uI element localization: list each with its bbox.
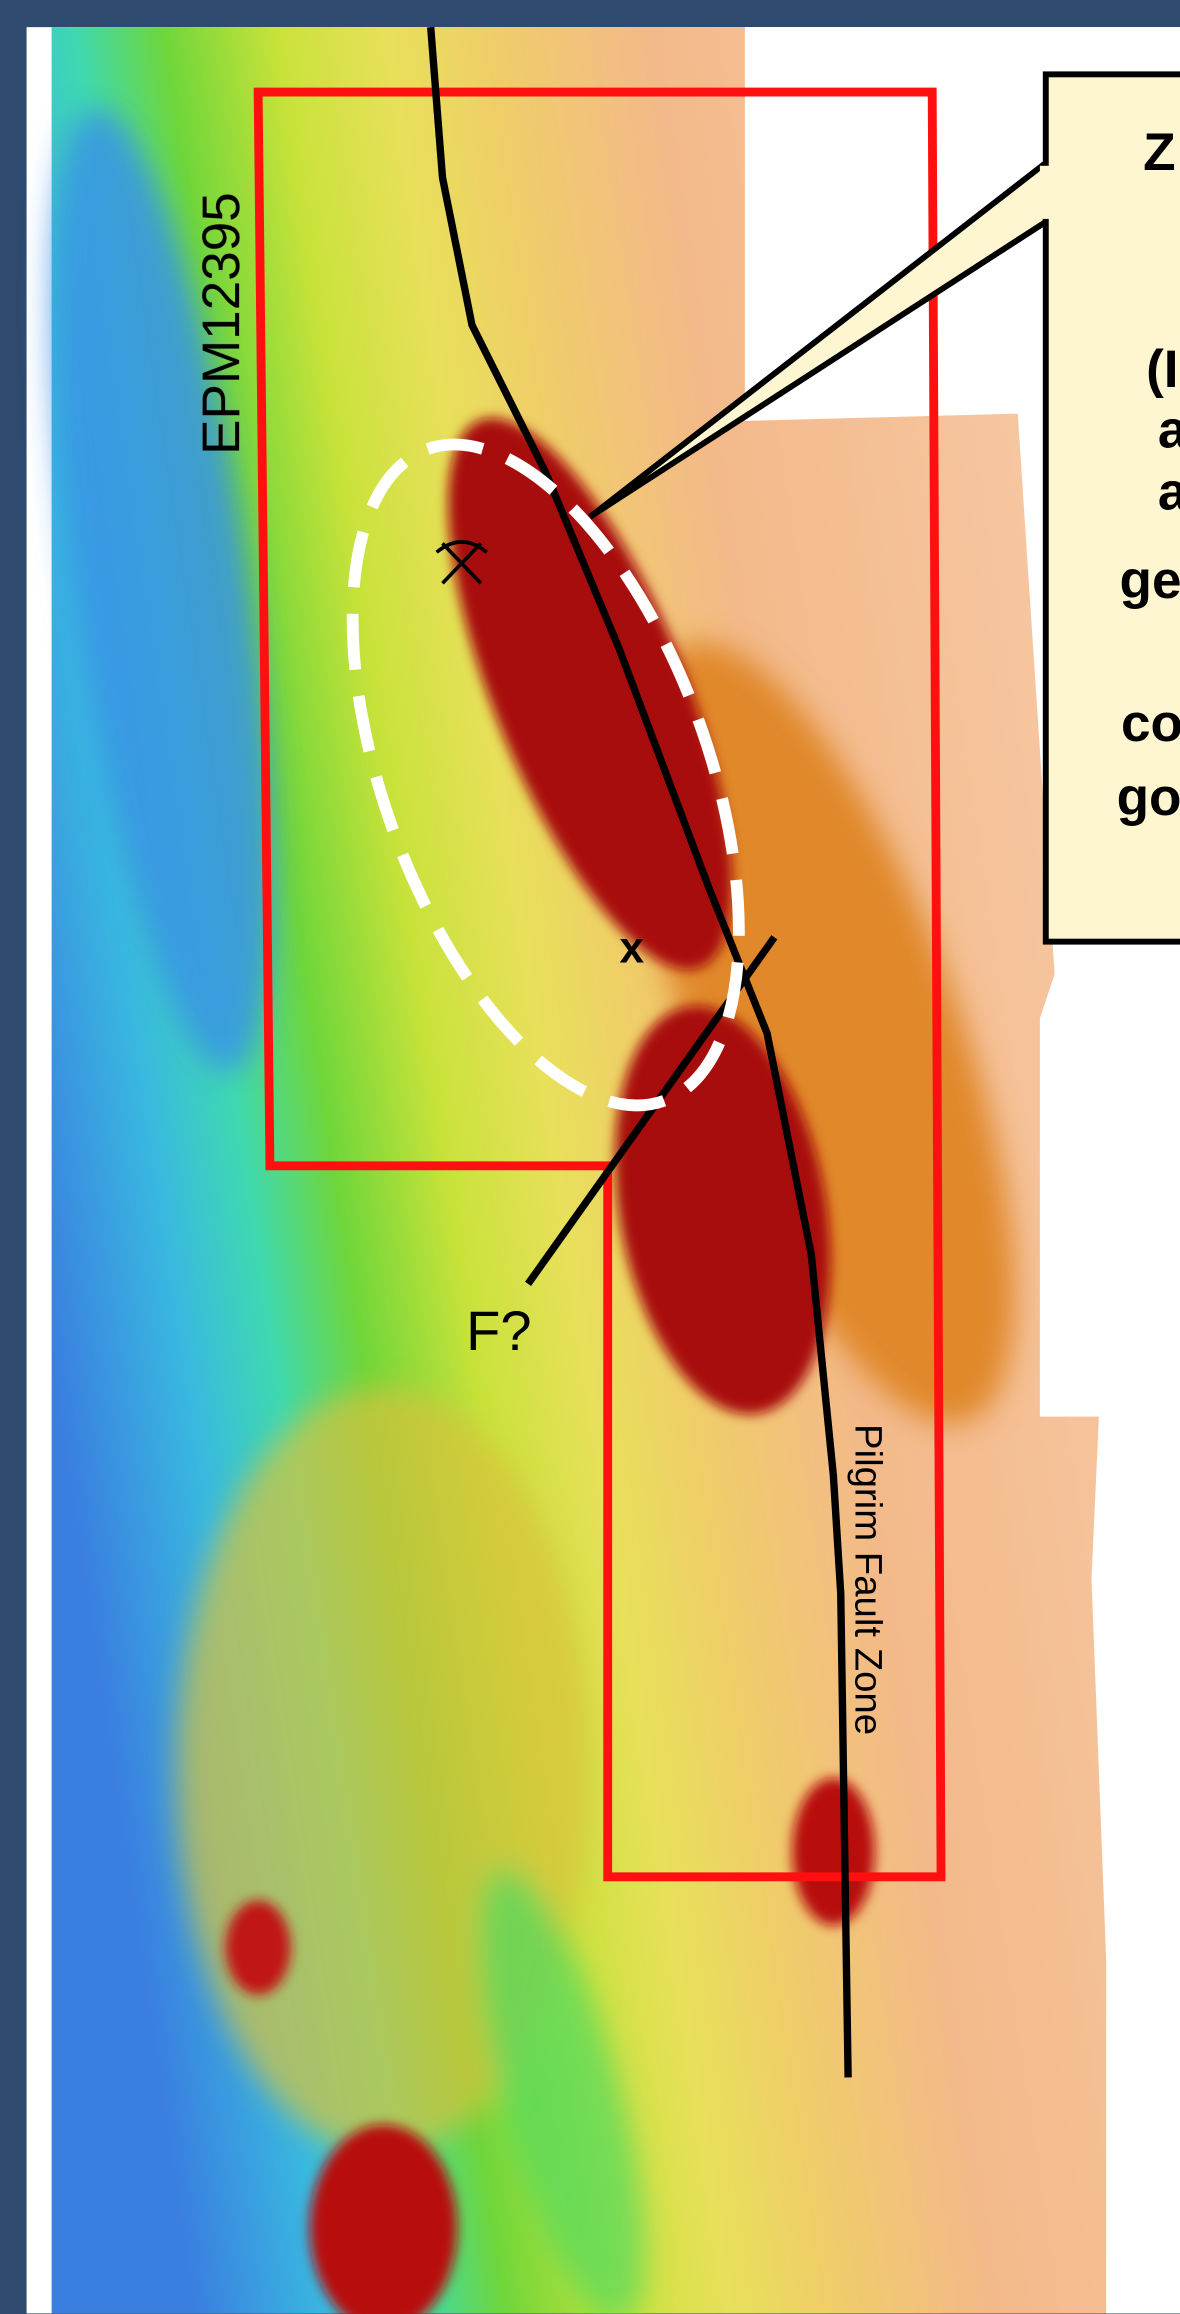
marker-label: x xyxy=(620,923,645,972)
callout-text: Z (I a a ge co go xyxy=(1117,123,1180,827)
callout-line: a xyxy=(1158,462,1180,521)
callout-line: a xyxy=(1158,401,1180,460)
tenement-label: EPM12395 xyxy=(192,192,251,455)
callout-line: go xyxy=(1117,768,1180,827)
callout-join xyxy=(1039,165,1052,219)
fault-query-label: F? xyxy=(466,1299,531,1362)
callout-box xyxy=(1042,71,1180,945)
fault-line xyxy=(427,26,852,2078)
callout-line: Z xyxy=(1143,123,1175,182)
mine-symbol xyxy=(435,540,488,585)
tenement-boundary xyxy=(253,87,946,1882)
magnetic-highs xyxy=(225,417,875,2314)
callout-line: co xyxy=(1121,694,1180,753)
callout-line: ge xyxy=(1120,551,1180,610)
fault-label: Pilgrim Fault Zone xyxy=(847,1424,890,1735)
callout-line: (I xyxy=(1146,340,1178,399)
target-ellipse xyxy=(346,438,745,1112)
